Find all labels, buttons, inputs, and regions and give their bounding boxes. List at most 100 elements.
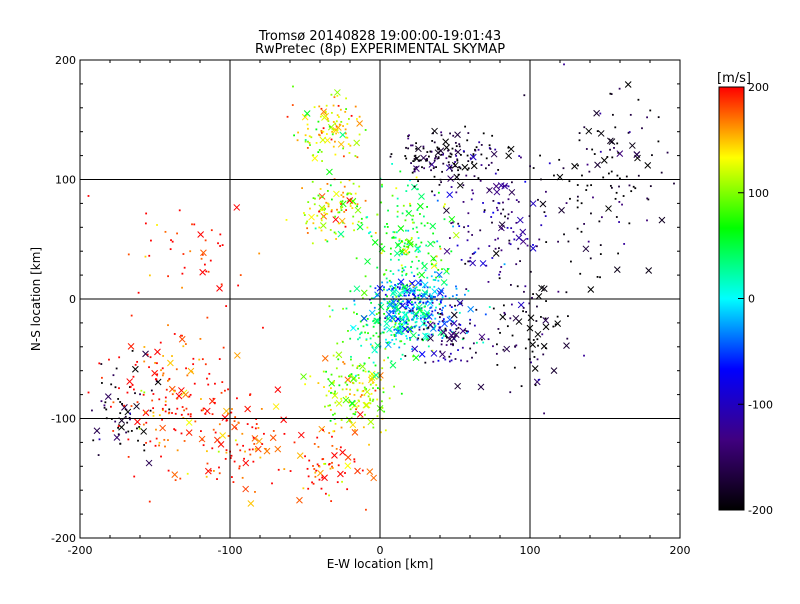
data-point xyxy=(237,284,240,287)
data-point xyxy=(485,264,488,267)
data-point xyxy=(394,303,397,306)
data-point xyxy=(319,115,322,118)
data-point xyxy=(317,120,320,123)
data-point xyxy=(206,316,209,319)
data-point xyxy=(489,148,492,150)
data-point-cross xyxy=(395,328,402,336)
data-point xyxy=(289,470,292,472)
data-point xyxy=(443,203,446,206)
data-point-cross xyxy=(450,319,458,327)
colorbar-tick-label: 200 xyxy=(748,81,769,94)
data-point xyxy=(498,202,501,205)
data-point xyxy=(194,420,197,423)
data-point xyxy=(377,335,380,338)
data-point xyxy=(389,155,392,158)
data-point xyxy=(423,319,426,322)
data-point xyxy=(396,197,399,200)
data-point xyxy=(416,188,419,191)
data-point xyxy=(386,317,389,320)
data-point xyxy=(261,443,264,445)
data-point-cross xyxy=(398,323,405,331)
data-point xyxy=(405,335,408,337)
data-point xyxy=(138,427,141,430)
data-point xyxy=(628,131,631,133)
data-point-cross xyxy=(350,375,357,383)
data-point xyxy=(404,266,407,268)
data-point xyxy=(412,318,415,321)
data-point xyxy=(330,210,333,213)
data-point xyxy=(311,242,314,245)
data-point xyxy=(303,212,305,214)
data-point xyxy=(330,93,333,96)
x-tick-label: 100 xyxy=(520,544,541,557)
data-point xyxy=(417,294,420,297)
data-point xyxy=(446,270,449,273)
data-point xyxy=(406,323,409,326)
data-point xyxy=(411,309,414,312)
data-point xyxy=(520,385,523,388)
data-point xyxy=(219,233,222,236)
data-point xyxy=(510,211,513,213)
data-point-cross xyxy=(446,191,454,199)
data-point xyxy=(545,241,548,243)
data-point-cross xyxy=(321,114,328,121)
data-point xyxy=(365,338,368,341)
data-point xyxy=(455,155,458,157)
data-point xyxy=(379,378,382,381)
data-point-cross xyxy=(331,451,338,459)
data-point xyxy=(382,387,385,390)
data-point xyxy=(131,349,134,352)
data-point xyxy=(353,303,356,306)
data-point xyxy=(171,412,173,414)
data-point xyxy=(202,409,204,412)
data-point xyxy=(396,305,398,308)
data-point xyxy=(189,413,192,416)
data-point xyxy=(411,171,414,174)
data-point xyxy=(404,219,407,222)
data-point xyxy=(205,270,208,273)
data-point xyxy=(442,318,445,320)
data-point xyxy=(283,432,286,435)
data-point xyxy=(381,249,384,252)
data-point-cross xyxy=(353,139,361,147)
data-point xyxy=(424,361,427,364)
data-point xyxy=(610,186,613,189)
data-point-cross xyxy=(478,333,486,341)
data-point xyxy=(411,243,414,246)
data-point xyxy=(450,322,453,325)
data-point xyxy=(309,375,312,378)
data-point xyxy=(349,374,351,376)
data-point xyxy=(189,250,192,253)
data-point xyxy=(649,109,652,112)
data-point xyxy=(453,162,456,165)
data-point xyxy=(456,158,459,161)
data-point xyxy=(637,174,640,177)
data-point-cross xyxy=(159,424,167,432)
data-point xyxy=(198,358,201,361)
data-point xyxy=(426,286,429,289)
data-point xyxy=(376,398,379,401)
data-point xyxy=(326,202,329,205)
data-point xyxy=(614,126,617,129)
data-point xyxy=(344,128,347,131)
data-point xyxy=(426,337,429,340)
data-point xyxy=(340,426,343,429)
data-point xyxy=(383,312,385,315)
data-point xyxy=(444,295,447,298)
data-point xyxy=(458,225,461,228)
data-point xyxy=(454,149,457,152)
data-point xyxy=(152,393,155,395)
data-point xyxy=(143,449,146,452)
data-point xyxy=(390,320,392,322)
data-point-cross xyxy=(383,320,391,328)
data-point xyxy=(431,297,434,300)
data-point xyxy=(352,412,355,415)
x-axis-label: E-W location [km] xyxy=(327,557,434,571)
data-point xyxy=(441,319,444,322)
data-point xyxy=(641,127,643,130)
data-point xyxy=(329,315,331,318)
data-point xyxy=(468,260,471,263)
data-point xyxy=(454,141,457,144)
data-point xyxy=(285,218,288,221)
data-point xyxy=(325,394,328,397)
